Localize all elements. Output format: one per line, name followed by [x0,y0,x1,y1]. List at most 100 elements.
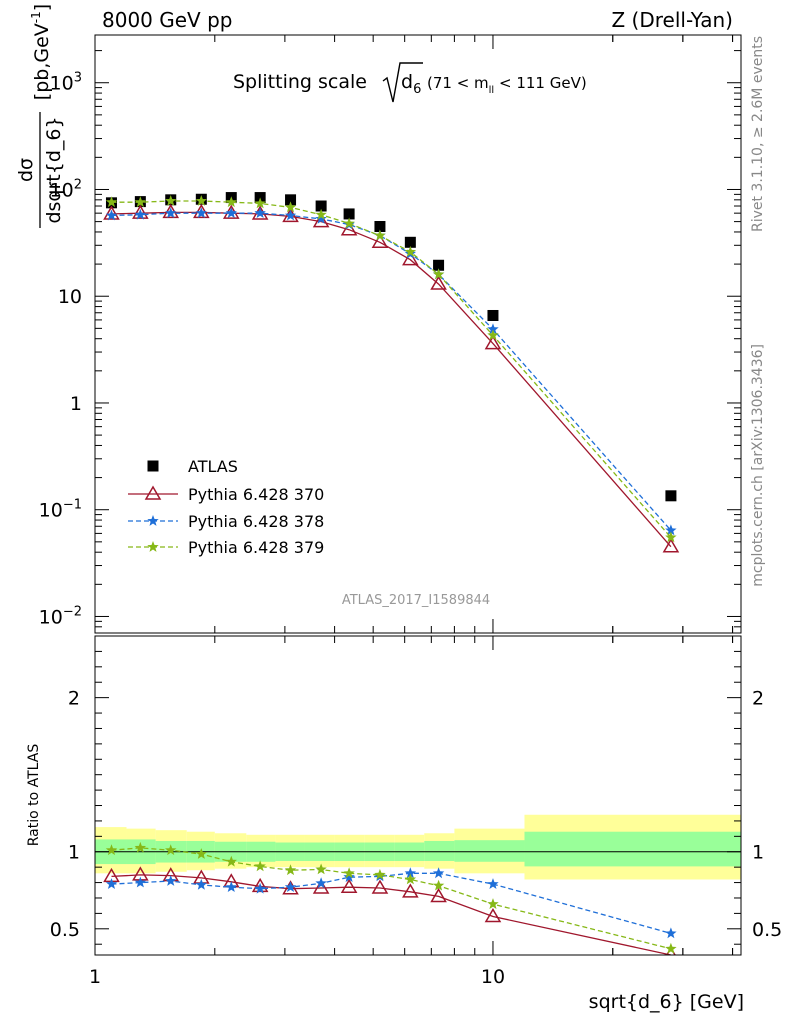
ratio-marker-p379-11 [432,879,445,891]
ratio-marker-p378-7 [315,877,327,889]
marker-p378-6 [284,209,297,221]
ratio-line-p370 [111,874,672,955]
ratio-marker-p379-0 [105,844,118,856]
main-ytick-label-5: 103 [50,71,82,95]
legend-marker-p370 [144,485,162,500]
line-p370 [111,211,672,548]
marker-p378-0 [105,209,118,221]
xtick-label-0: 1 [89,966,101,988]
marker-p370-12 [484,335,502,350]
ratio-marker-p379-2 [165,844,177,856]
x-axis-label: sqrt{d_6} [GeV] [589,991,744,1013]
marker-p379-4 [225,196,237,208]
ratio-marker-p379-9 [374,868,386,880]
ratio-marker-p378-5 [254,882,266,894]
main-ytick-label-2: 1 [70,393,82,415]
title-mass-range: (71 < mll < 111 GeV) [427,74,587,96]
marker-atlas-11 [433,259,445,271]
ratio-marker-p378-12 [487,878,499,889]
ratio-ytick-label-left-0: 0.5 [50,919,80,941]
ratio-marker-p370-11 [430,887,447,903]
marker-p379-7 [315,208,327,220]
ratio-marker-p379-13 [665,942,677,954]
main-ytick-label-0: 10−2 [39,604,82,628]
ratio-band-inner-13 [524,831,741,867]
plot-title: Splitting scale d6 (71 < mll < 111 GeV) [233,62,587,103]
main-ytick-label-1: 10−1 [39,498,82,522]
marker-p370-0 [103,205,120,220]
legend-marker-p378 [147,515,159,526]
ratio-ytick-label-left-1: 1 [68,842,80,864]
marker-p378-5 [254,207,266,218]
ratio-marker-p378-0 [105,878,118,889]
main-ytick-label-3: 10 [58,286,82,308]
marker-atlas-6 [285,194,297,206]
analysis-id-label: ATLAS_2017_I1589844 [342,593,490,608]
marker-p379-3 [195,195,207,206]
ratio-ytick-label-right-2: 2 [752,688,764,710]
ratio-marker-p370-8 [340,878,358,893]
sqrt-symbol [382,62,423,103]
ratio-marker-p370-13 [665,946,676,955]
title-radicand: d6 [401,71,421,97]
ratio-marker-p378-10 [404,867,417,879]
marker-p379-1 [134,196,147,208]
legend-marker-atlas [147,460,159,472]
mcplots-label: mcplots.cern.ch [arXiv:1306.3436] [750,344,766,587]
legend: ATLAS Pythia 6.428 370 Pythia 6.428 378 Pyt… [128,457,324,557]
main-ytick-label-4: 102 [50,177,82,201]
ratio-marker-p378-1 [134,876,147,888]
rivet-version-label: Rivet 3.1.10, ≥ 2.6M events [750,36,766,232]
ratio-marker-p370-7 [312,879,330,894]
ratio-marker-p379-8 [343,867,355,879]
marker-p378-13 [665,524,677,536]
ratio-axis-ticks: 0.5 0.5 1 1 2 2 1 10 [50,636,782,988]
ratio-y-axis-label: Ratio to ATLAS [26,744,42,847]
marker-atlas-13 [665,490,677,502]
ratio-marker-p379-6 [284,864,297,876]
legend-label-p379: Pythia 6.428 379 [188,538,324,557]
y-label-units: [pb,GeV-1] [29,4,53,100]
marker-p379-6 [284,201,297,213]
main-series-layer [103,192,680,553]
marker-atlas-7 [315,200,327,212]
marker-p378-2 [165,207,177,218]
ratio-marker-p378-4 [225,881,237,892]
marker-p379-2 [165,195,177,206]
legend-label-p378: Pythia 6.428 378 [188,512,324,531]
ratio-marker-p370-5 [251,877,269,893]
ratio-marker-p379-12 [487,898,499,909]
line-p378 [111,212,672,531]
marker-p370-10 [402,251,419,266]
legend-label-atlas: ATLAS [188,457,238,476]
marker-atlas-9 [374,220,386,232]
ratio-marker-p378-3 [195,878,207,890]
ratio-marker-p379-1 [134,841,147,853]
ratio-marker-p378-11 [432,867,445,879]
main-y-axis-label: dσ dsqrt{d_6} [pb,GeV-1] [15,4,65,228]
ratio-line-p379 [111,847,672,950]
marker-p378-12 [487,323,499,335]
y-label-denominator: dsqrt{d_6} [43,116,65,223]
ratio-marker-p378-6 [284,881,297,892]
header-right-label: Z (Drell-Yan) [611,8,733,32]
marker-p370-7 [312,213,330,228]
marker-atlas-10 [404,236,416,248]
marker-p378-7 [315,212,327,224]
ratio-marker-p370-12 [484,907,502,923]
marker-p370-1 [132,204,149,219]
ratio-marker-p378-2 [165,875,177,886]
ratio-marker-p379-10 [404,873,417,885]
legend-label-p370: Pythia 6.428 370 [188,485,324,504]
main-axis-ticks: 10−2 10−1 1 10 102 103 [39,35,741,634]
marker-atlas-12 [487,309,499,321]
xtick-label-1: 10 [481,966,505,988]
marker-p379-10 [404,245,417,257]
ratio-ytick-label-right-0: 0.5 [752,919,782,941]
marker-p378-1 [134,208,147,220]
marker-atlas-8 [343,208,355,220]
ratio-marker-p370-10 [402,883,419,898]
marker-p370-11 [430,275,447,290]
ratio-marker-p379-4 [225,855,237,867]
